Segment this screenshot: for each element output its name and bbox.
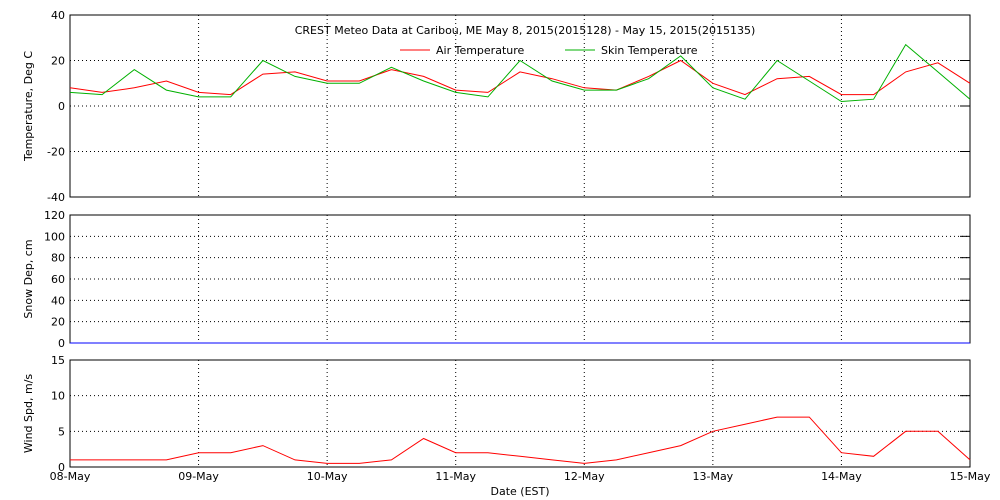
- y-tick-label: 20: [51, 55, 65, 68]
- plot-frame: [69, 14, 971, 198]
- x-tick-label: 11-May: [435, 470, 476, 483]
- data-line: [69, 59, 971, 96]
- y-tick-label: 15: [51, 354, 65, 367]
- x-tick-label: 12-May: [564, 470, 605, 483]
- x-tick-label: 09-May: [178, 470, 219, 483]
- y-tick-label: 120: [44, 209, 65, 222]
- y-axis-label: Snow Dep, cm: [22, 239, 35, 318]
- y-axis-label: Temperature, Deg C: [22, 51, 35, 162]
- chart-title: CREST Meteo Data at Caribou, ME May 8, 2…: [295, 24, 756, 37]
- y-tick-label: 40: [51, 294, 65, 307]
- data-line: [69, 43, 971, 103]
- y-tick-label: 0: [58, 100, 65, 113]
- x-tick-label: 15-May: [950, 470, 991, 483]
- y-axis-label: Wind Spd, m/s: [22, 374, 35, 454]
- y-tick-label: -20: [47, 146, 65, 159]
- y-tick-label: 60: [51, 273, 65, 286]
- x-tick-label: 14-May: [821, 470, 862, 483]
- y-tick-label: 0: [58, 337, 65, 350]
- y-tick-label: 80: [51, 252, 65, 265]
- y-tick-label: 20: [51, 316, 65, 329]
- legend-label: Air Temperature: [436, 44, 525, 57]
- y-tick-label: 100: [44, 230, 65, 243]
- y-tick-label: 0: [58, 461, 65, 474]
- y-tick-label: 10: [51, 390, 65, 403]
- plot-frame: [69, 359, 971, 468]
- y-tick-label: -40: [47, 191, 65, 204]
- data-line: [70, 416, 971, 464]
- x-tick-label: 10-May: [307, 470, 348, 483]
- x-tick-label: 08-May: [50, 470, 91, 483]
- legend-label: Skin Temperature: [601, 44, 698, 57]
- y-tick-label: 5: [58, 425, 65, 438]
- x-axis-label: Date (EST): [490, 485, 549, 498]
- y-tick-label: 40: [51, 9, 65, 22]
- x-tick-label: 13-May: [692, 470, 733, 483]
